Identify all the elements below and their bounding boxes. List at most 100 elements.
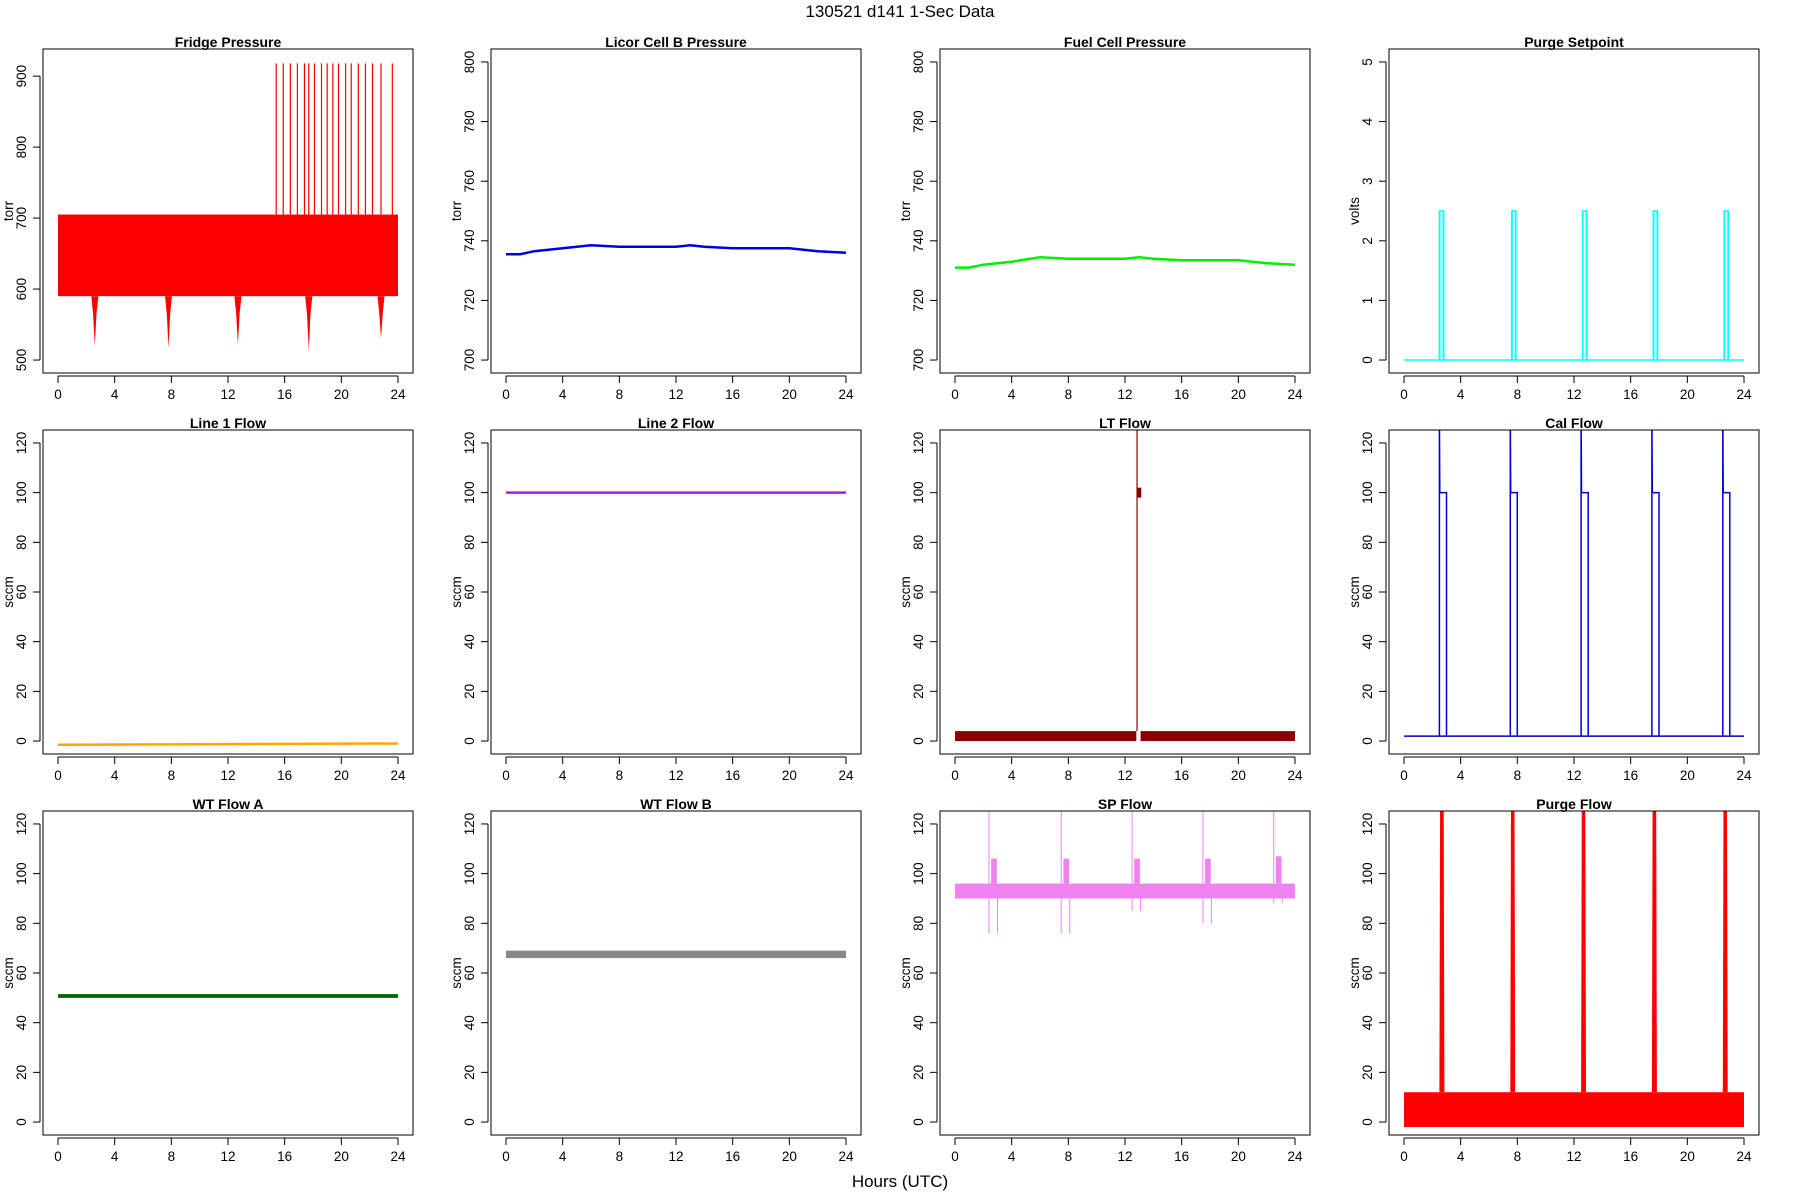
- x-tick-label: 0: [951, 1149, 959, 1164]
- y-tick-label: 5: [1360, 58, 1375, 66]
- x-tick-label: 16: [1174, 768, 1189, 783]
- x-tick-label: 20: [334, 1149, 349, 1164]
- x-tick-label: 12: [1566, 1149, 1581, 1164]
- pulse-fill-4: [1724, 211, 1726, 361]
- panel-title: WT Flow B: [640, 796, 712, 812]
- pulse-0: [1438, 430, 1448, 737]
- y-tick-label: 0: [462, 1118, 477, 1126]
- plot-frame: [490, 429, 862, 755]
- plot-frame: [1388, 48, 1760, 374]
- x-tick-label: 12: [668, 387, 683, 402]
- plot-area-purge-setpoint: [1404, 210, 1744, 361]
- y-tick-label: 40: [462, 1015, 477, 1030]
- y-tick-label: 20: [911, 684, 926, 699]
- y-tick-label: 80: [911, 535, 926, 550]
- panel-title: SP Flow: [1098, 796, 1152, 812]
- y-tick-label: 100: [911, 862, 926, 885]
- data-band: [58, 214, 398, 297]
- y-axis-label: sccm: [449, 957, 464, 989]
- x-tick-label: 12: [220, 768, 235, 783]
- x-tick-label: 12: [1117, 387, 1132, 402]
- y-tick-label: 720: [462, 289, 477, 312]
- y-axis-label: sccm: [1347, 957, 1362, 989]
- x-tick-label: 20: [1680, 1149, 1695, 1164]
- x-tick-label: 24: [1287, 387, 1303, 402]
- pulse-fill-end-2: [1585, 211, 1587, 361]
- y-tick-label: 120: [14, 432, 29, 455]
- x-tick-label: 4: [111, 1149, 119, 1164]
- plot-area-fuel-cell-pressure: [955, 255, 1296, 269]
- pulse-1: [1510, 811, 1516, 1093]
- pulse-2: [1580, 430, 1589, 737]
- x-tick-label: 20: [1680, 768, 1695, 783]
- panel-fridge-pressure: Fridge Pressure 0 4 8 12 16 20 24 500 600 700 800 90…: [1, 34, 414, 402]
- y-tick-label: 60: [911, 965, 926, 980]
- x-tick-label: 16: [1623, 768, 1638, 783]
- y-tick-label: 80: [14, 916, 29, 931]
- x-tick-label: 16: [725, 387, 740, 402]
- x-tick-label: 0: [54, 768, 62, 783]
- y-tick-label: 100: [1360, 862, 1375, 885]
- y-tick-label: 40: [1360, 1015, 1375, 1030]
- x-tick-label: 0: [951, 768, 959, 783]
- x-tick-label: 24: [390, 1149, 406, 1164]
- x-tick-label: 16: [725, 768, 740, 783]
- pulse-fill-end-0: [1442, 211, 1444, 361]
- pulse-fill-2: [1582, 211, 1584, 361]
- y-axis-label: sccm: [898, 576, 913, 608]
- y-tick-label: 100: [1360, 481, 1375, 504]
- x-tick-label: 4: [1008, 1149, 1016, 1164]
- y-tick-label: 40: [911, 1015, 926, 1030]
- panel-lt-flow: LT Flow 0 4 8 12 16 20 24 0 20 40 60 80 100 120 sccm: [898, 415, 1311, 783]
- pulse-2: [1581, 811, 1586, 1093]
- y-tick-label: 4: [1360, 117, 1375, 125]
- y-axis-label: torr: [898, 200, 913, 221]
- y-tick-label: 3: [1360, 177, 1375, 185]
- y-tick-label: 700: [462, 349, 477, 372]
- y-tick-label: 740: [462, 230, 477, 253]
- y-axis-label: volts: [1347, 197, 1362, 225]
- x-tick-label: 12: [668, 768, 683, 783]
- y-tick-label: 60: [911, 584, 926, 599]
- x-tick-label: 16: [1174, 1149, 1189, 1164]
- y-tick-label: 120: [1360, 432, 1375, 455]
- plot-area-lt-flow: [955, 430, 1295, 742]
- y-tick-label: 100: [14, 862, 29, 885]
- x-tick-label: 4: [1457, 768, 1465, 783]
- y-tick-label: 40: [1360, 634, 1375, 649]
- x-tick-label: 24: [390, 387, 406, 402]
- block: [1137, 487, 1142, 498]
- y-tick-label: 40: [14, 634, 29, 649]
- x-tick-label: 8: [168, 768, 176, 783]
- y-axis-label: sccm: [449, 576, 464, 608]
- y-axis-label: torr: [1, 200, 16, 221]
- x-tick-label: 8: [616, 387, 624, 402]
- plot-frame: [490, 48, 862, 374]
- plot-area-wt-flow-a: [58, 994, 398, 998]
- event-block-1: [1063, 858, 1070, 884]
- x-tick-label: 4: [559, 768, 567, 783]
- plot-area-fridge-pressure: [58, 63, 398, 351]
- x-tick-label: 20: [1231, 387, 1246, 402]
- x-tick-label: 0: [951, 387, 959, 402]
- x-tick-label: 24: [1736, 387, 1752, 402]
- pulse-1: [1509, 430, 1519, 737]
- pulse-3: [1651, 811, 1657, 1093]
- x-tick-label: 20: [1231, 768, 1246, 783]
- y-tick-label: 2: [1360, 237, 1375, 245]
- x-tick-label: 0: [1400, 1149, 1408, 1164]
- y-tick-label: 20: [1360, 684, 1375, 699]
- pulse-fill-end-1: [1514, 211, 1516, 361]
- y-tick-label: 900: [14, 65, 29, 88]
- y-tick-label: 60: [14, 584, 29, 599]
- panel-title: Line 1 Flow: [190, 415, 266, 431]
- dip-1: [165, 296, 172, 348]
- x-tick-label: 4: [1008, 387, 1016, 402]
- y-tick-label: 120: [462, 432, 477, 455]
- y-tick-label: 60: [1360, 965, 1375, 980]
- y-tick-label: 740: [911, 230, 926, 253]
- plot-frame: [939, 429, 1311, 755]
- pulse-0: [1439, 811, 1445, 1093]
- x-tick-label: 4: [111, 768, 119, 783]
